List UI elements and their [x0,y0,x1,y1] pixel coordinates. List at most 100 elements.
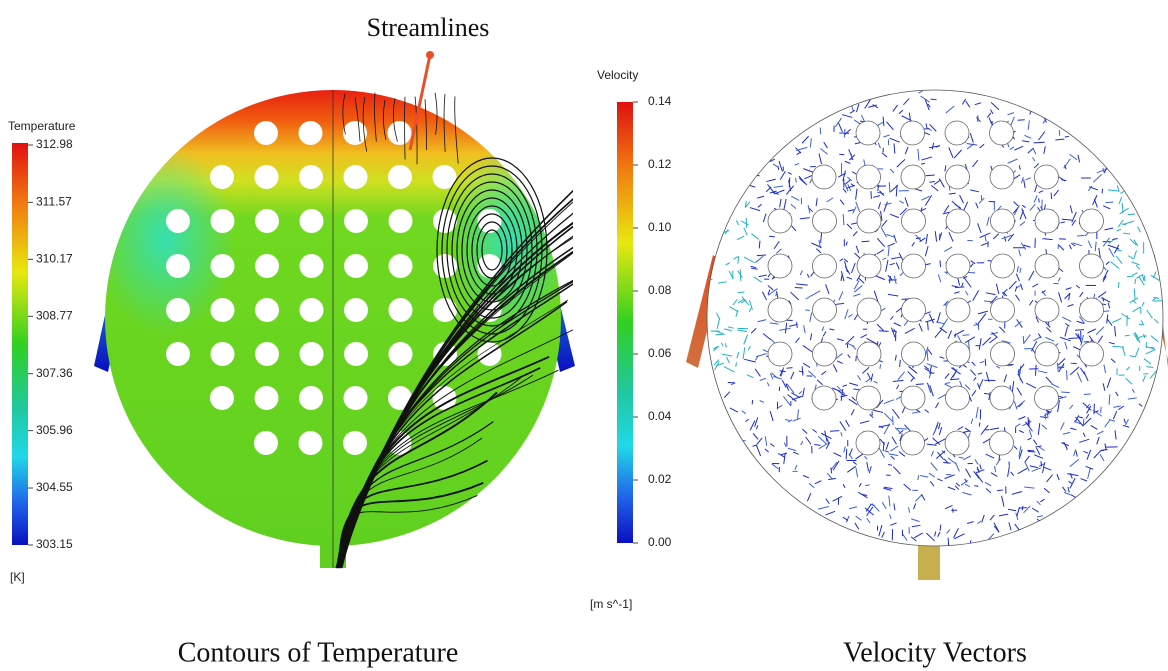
vector [757,255,766,256]
vector [979,423,980,427]
legend-title: Velocity [597,68,638,82]
vector [948,538,949,548]
tube-hole [255,298,279,322]
legend-unit: [m s^-1] [590,597,632,611]
tick-label: 308.77 [36,308,73,322]
vector [1077,235,1084,236]
tube-hole [166,342,190,366]
annotation-dot [426,51,434,59]
tube-hole [857,209,881,233]
vector [1019,508,1027,509]
tube-hole [1035,386,1059,410]
vector [928,322,929,330]
tube-hole [946,386,970,410]
tube-hole [857,342,881,366]
vector [1018,120,1025,121]
vector [1067,370,1068,380]
tube-hole [1035,209,1059,233]
tube-hole [901,431,925,455]
tube-hole [211,254,235,278]
vector [962,335,969,336]
vector [940,260,941,267]
tube-hole [856,431,880,455]
tube-hole [389,209,413,233]
tube-hole [902,254,926,278]
vector [856,356,857,361]
tube-hole [433,298,457,322]
tube-hole [857,254,881,278]
tube-hole [166,298,190,322]
tube-hole [389,254,413,278]
vector [1100,450,1104,451]
vector [1106,202,1114,203]
tick-label: 307.36 [36,366,73,380]
vector [740,269,741,281]
tube-hole [857,386,881,410]
tube-hole [211,298,235,322]
tube-hole [857,165,881,189]
tube-hole [856,121,880,145]
tick-label: 311.57 [36,195,72,209]
vector [851,154,852,160]
tube-hole [946,165,970,189]
tube-hole [990,386,1014,410]
vector [1061,392,1070,393]
tick-label: 312.98 [36,137,73,151]
tick-label: 0.12 [648,157,672,171]
tube-hole [344,298,368,322]
tube-hole [1080,298,1104,322]
tube-hole [990,431,1014,455]
tube-hole [813,209,837,233]
tube-hole [1035,298,1059,322]
tube-hole [812,386,836,410]
vector [1065,136,1069,137]
vector [1023,336,1024,343]
vector [1041,461,1042,466]
vector [769,236,775,237]
tube-hole [300,342,324,366]
tick-label: 0.08 [648,283,672,297]
vector [1125,335,1130,336]
tube-hole [946,298,970,322]
tube-hole [990,165,1014,189]
tube-hole [255,254,279,278]
vector [846,449,847,460]
tube-hole [991,342,1015,366]
tube-hole [210,386,234,410]
tube-hole [945,121,969,145]
colorbar [617,102,633,543]
annotation: Streamlines [367,13,490,42]
tick-label: 0.10 [648,220,672,234]
tube-hole [902,298,926,322]
tick-label: 304.55 [36,480,73,494]
tube-hole [211,209,235,233]
tube-hole [768,342,792,366]
tube-hole [388,121,412,145]
vector [1135,279,1136,284]
tube-hole [300,254,324,278]
tube-hole [901,165,925,189]
legend-title: Temperature [8,119,76,133]
tube-hole [990,121,1014,145]
vector [844,129,845,138]
tube-hole [255,165,279,189]
vector [1034,142,1045,143]
caption: Velocity Vectors [843,637,1027,668]
vector [1075,330,1084,331]
vector [879,331,889,332]
tube-hole [991,298,1015,322]
tube-hole [300,298,324,322]
temperature-contour [94,90,706,568]
tube-hole [768,298,792,322]
tube-hole [343,431,367,455]
vector [1109,394,1110,404]
tube-hole [768,254,792,278]
vector [916,384,924,385]
tube-hole [166,254,190,278]
tube-hole [211,342,235,366]
caption: Contours of Temperature [178,637,459,668]
tube-hole [991,254,1015,278]
tube-hole [255,342,279,366]
vector [1118,282,1119,288]
vector [889,182,890,192]
